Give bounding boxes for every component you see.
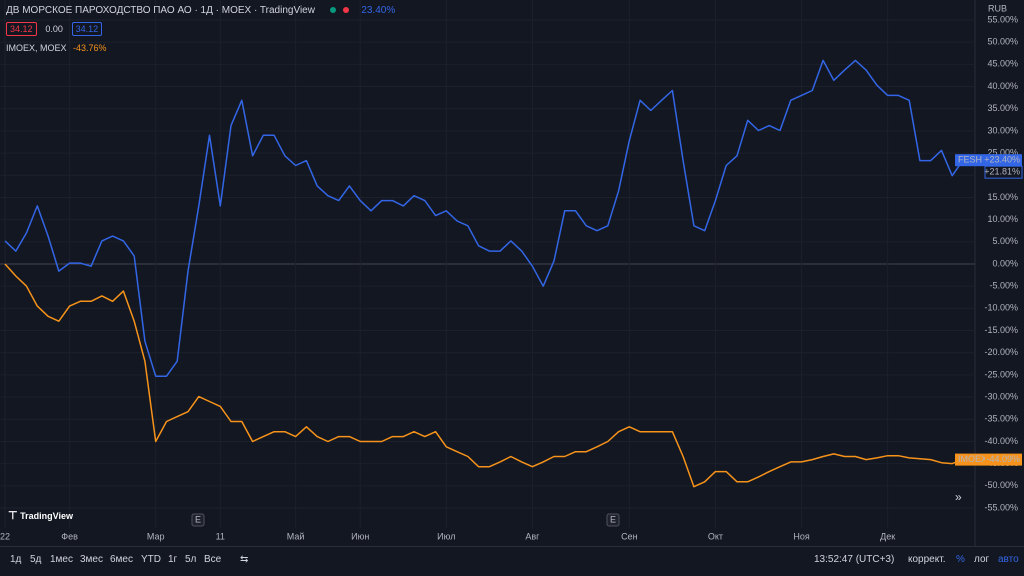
compare-symbol: IMOEX, MOEX bbox=[6, 43, 67, 53]
price-tag-name: IMOEX bbox=[958, 454, 987, 464]
scroll-button[interactable]: » bbox=[955, 490, 962, 504]
y-tick-label: -55.00% bbox=[984, 502, 1018, 512]
y-tick-label: -10.00% bbox=[984, 303, 1018, 313]
y-tick-label: 25.00% bbox=[987, 147, 1018, 157]
price-tag-bg bbox=[985, 154, 1022, 167]
event-marker bbox=[191, 513, 205, 527]
quotes: 34.12 0.00 34.12 bbox=[6, 22, 103, 36]
x-tick-label: Июн bbox=[351, 531, 369, 541]
y-tick-label: -50.00% bbox=[984, 480, 1018, 490]
ask[interactable]: 34.12 bbox=[71, 22, 103, 36]
y-tick-label: -25.00% bbox=[984, 369, 1018, 379]
x-tick-label: Июл bbox=[437, 531, 455, 541]
spread: 0.00 bbox=[45, 24, 63, 34]
logo-text: TradingView bbox=[20, 511, 73, 521]
x-tick-label: 22 bbox=[0, 531, 10, 541]
compare-change: -43.76% bbox=[73, 43, 107, 53]
range-button[interactable]: 1мес bbox=[50, 554, 73, 565]
y-tick-label: 30.00% bbox=[987, 125, 1018, 135]
price-tag-bg bbox=[955, 453, 985, 466]
y-tick-label: -40.00% bbox=[984, 436, 1018, 446]
title: ДВ МОРСКОЕ ПАРОХОДСТВО ПАО АО · 1Д · MOE… bbox=[6, 5, 315, 16]
y-tick-label: 35.00% bbox=[987, 103, 1018, 113]
event-label: E bbox=[610, 514, 616, 524]
time: 13:52:47 (UTC+3) bbox=[814, 554, 895, 565]
logo: ⊤ TradingView bbox=[8, 510, 73, 522]
y-tick-label: 5.00% bbox=[992, 236, 1018, 246]
range-button[interactable]: 6мес bbox=[110, 554, 133, 565]
log[interactable]: лог bbox=[974, 554, 990, 565]
y-tick-label: -15.00% bbox=[984, 325, 1018, 335]
range-button[interactable]: 3мес bbox=[80, 554, 103, 565]
y-tick-label: -5.00% bbox=[989, 281, 1018, 291]
x-tick-label: Фев bbox=[61, 531, 78, 541]
auto[interactable]: авто bbox=[998, 554, 1019, 565]
y-tick-label: -20.00% bbox=[984, 347, 1018, 357]
y-tick-label: 10.00% bbox=[987, 214, 1018, 224]
y-tick-label: 40.00% bbox=[987, 81, 1018, 91]
x-tick-label: Ноя bbox=[793, 531, 810, 541]
currency: RUB bbox=[988, 3, 1007, 13]
y-tick-label: 0.00% bbox=[992, 258, 1018, 268]
x-tick-label: Дек bbox=[880, 531, 895, 541]
percent[interactable]: % bbox=[956, 554, 965, 565]
bid[interactable]: 34.12 bbox=[6, 22, 37, 36]
price-tag-bg bbox=[985, 453, 1022, 466]
adjust[interactable]: коррект. bbox=[908, 554, 946, 565]
range-button[interactable]: 5д bbox=[30, 554, 42, 565]
x-tick-label: Май bbox=[287, 531, 305, 541]
series-line bbox=[4, 59, 964, 377]
change: 23.40% bbox=[361, 5, 396, 16]
header: ДВ МОРСКОЕ ПАРОХОДСТВО ПАО АО · 1Д · MOE… bbox=[6, 5, 395, 16]
status-dot bbox=[342, 7, 349, 13]
event-label: E bbox=[195, 514, 201, 524]
y-tick-label: 15.00% bbox=[987, 192, 1018, 202]
price-tag-value: -44.09% bbox=[986, 454, 1020, 464]
price-tag-bg bbox=[955, 154, 985, 167]
date-range-button[interactable]: ⇆ bbox=[240, 554, 249, 565]
x-tick-label: Авг bbox=[525, 531, 540, 541]
x-tick-label: Сен bbox=[621, 531, 638, 541]
x-tick-label: Окт bbox=[708, 531, 723, 541]
series-line bbox=[4, 263, 964, 488]
x-tick-label: 11 bbox=[216, 531, 225, 541]
price-tag-value: +23.40% bbox=[984, 155, 1020, 165]
y-tick-label: 55.00% bbox=[987, 14, 1018, 24]
range-button[interactable]: 1г bbox=[168, 554, 178, 565]
status-dot bbox=[329, 7, 336, 13]
y-tick-label: -30.00% bbox=[984, 391, 1018, 401]
y-tick-label: 45.00% bbox=[987, 59, 1018, 69]
price-tag-name: FESH bbox=[958, 155, 982, 165]
x-tick-label: Мар bbox=[147, 531, 165, 541]
divider bbox=[0, 546, 1024, 547]
price-tag-bg bbox=[984, 165, 1023, 179]
range-button[interactable]: 5л bbox=[185, 554, 197, 565]
compare-row: IMOEX, MOEX -43.76% bbox=[6, 43, 107, 53]
range-button[interactable]: Все bbox=[204, 554, 222, 565]
range-button[interactable]: YTD bbox=[141, 554, 161, 565]
price-tag-extra: +21.81% bbox=[984, 167, 1020, 177]
event-marker bbox=[606, 513, 620, 527]
range-button[interactable]: 1д bbox=[10, 554, 22, 565]
y-tick-label: 50.00% bbox=[987, 37, 1018, 47]
y-tick-label: -35.00% bbox=[984, 414, 1018, 424]
